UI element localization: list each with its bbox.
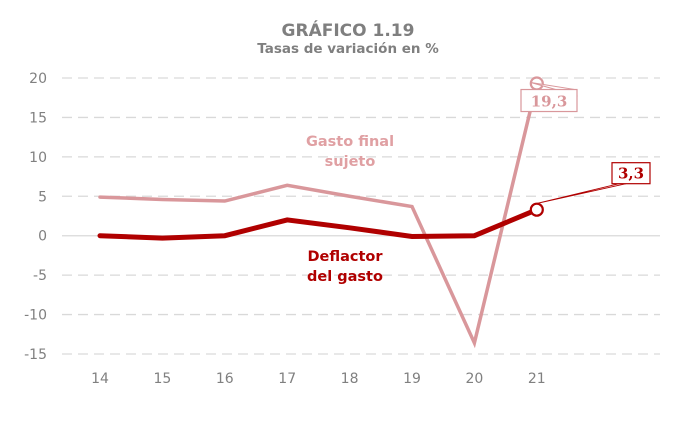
gridlines <box>62 77 660 355</box>
x-tick-label: 16 <box>216 371 234 387</box>
y-axis-ticks: 20 15 10 5 0 -5 -10 -15 <box>24 71 47 363</box>
y-tick-label: -15 <box>24 347 47 363</box>
x-tick-label: 20 <box>465 371 483 387</box>
x-axis-ticks: 14 15 16 17 18 19 20 21 <box>91 371 546 387</box>
y-tick-label: -5 <box>33 268 47 284</box>
x-tick-label: 14 <box>91 371 109 387</box>
x-tick-label: 15 <box>153 371 171 387</box>
y-tick-label: 15 <box>29 110 47 126</box>
x-tick-label: 21 <box>528 371 546 387</box>
callout-box-gasto <box>520 88 578 113</box>
series-lines <box>97 76 544 349</box>
series-line-gasto <box>98 81 539 349</box>
series-line-deflactor <box>97 207 540 241</box>
y-tick-label: 0 <box>38 229 47 245</box>
chart-title: GRÁFICO 1.19 <box>282 19 415 41</box>
y-tick-label: 20 <box>29 71 47 87</box>
y-tick-label: -10 <box>24 308 47 324</box>
data-label-gasto-end: 19,3 <box>531 93 568 111</box>
series-label-gasto-line2: sujeto <box>325 154 376 170</box>
y-tick-label: 10 <box>29 150 47 166</box>
callout-pointer <box>535 183 627 205</box>
series-label-gasto-line1: Gasto final <box>306 134 394 150</box>
end-marker-deflactor <box>529 202 544 217</box>
x-tick-label: 18 <box>341 371 359 387</box>
data-label-deflactor-end: 3,3 <box>618 165 644 183</box>
data-callouts: 19,3 3,3 <box>520 82 651 205</box>
y-tick-label: 5 <box>38 189 47 205</box>
series-label-deflactor-line1: Deflactor <box>307 249 383 265</box>
x-tick-label: 17 <box>278 371 296 387</box>
x-tick-label: 19 <box>403 371 421 387</box>
series-label-deflactor-line2: del gasto <box>307 269 383 285</box>
chart-subtitle: Tasas de variación en % <box>257 41 439 57</box>
callout-box-deflactor <box>611 162 651 185</box>
